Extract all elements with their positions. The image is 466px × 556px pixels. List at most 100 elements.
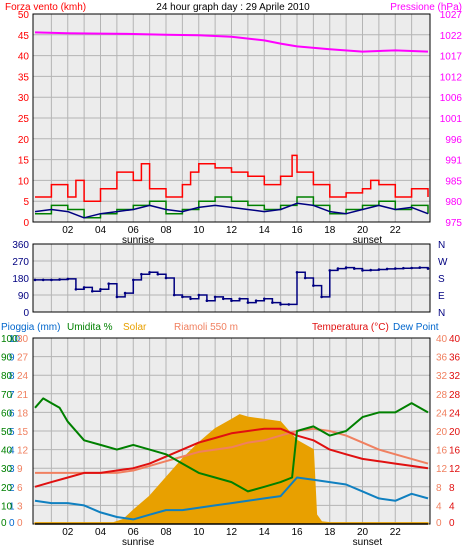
humidity-tick-label: 20 bbox=[1, 483, 13, 494]
temperature-right-tick-label: 24 bbox=[449, 408, 461, 419]
wind-direction-point bbox=[164, 276, 168, 280]
x-tick-label: 22 bbox=[390, 225, 402, 236]
riamoli-tick-label: 21 bbox=[17, 390, 29, 401]
temperature-right-tick-label: 36 bbox=[449, 353, 461, 364]
wind-direction-point bbox=[369, 268, 373, 272]
x-tick-label: 14 bbox=[259, 225, 271, 236]
wind-direction-point bbox=[361, 269, 364, 272]
wind-speed-tick-label: 20 bbox=[18, 135, 30, 146]
wind-direction-point bbox=[107, 282, 110, 286]
wind-direction-point bbox=[426, 267, 430, 270]
pressure-tick-label: 1027 bbox=[440, 10, 463, 21]
wind-direction-point bbox=[132, 278, 135, 282]
wind-direction-point bbox=[74, 288, 78, 291]
x-tick-label: 10 bbox=[193, 225, 205, 236]
x-tick-label: 02 bbox=[62, 225, 74, 236]
riamoli-tick-label: 24 bbox=[17, 371, 29, 382]
wind-direction-point bbox=[115, 295, 119, 299]
pressure-tick-label: 985 bbox=[445, 176, 462, 187]
solar-legend-label: Solar bbox=[123, 322, 147, 333]
humidity-tick-label: 50 bbox=[1, 427, 13, 438]
riamoli-series-line bbox=[34, 476, 429, 521]
humidity-tick-label: 60 bbox=[1, 408, 13, 419]
compass-tick-label: S bbox=[438, 274, 445, 285]
rain-tick-label: 8 bbox=[9, 371, 15, 382]
rain-tick-label: 1 bbox=[9, 501, 15, 512]
temperature-right-tick-label: 12 bbox=[449, 464, 461, 475]
wind-direction-point bbox=[312, 284, 315, 287]
wind-direction-point bbox=[320, 295, 323, 299]
compass-tick-label: N bbox=[438, 240, 445, 251]
wind-direction-point bbox=[385, 267, 389, 271]
riamoli-tick-label: 15 bbox=[17, 427, 29, 438]
compass-tick-label: W bbox=[438, 257, 448, 268]
x-tick-label: 02 bbox=[62, 527, 74, 538]
wind-direction-point bbox=[344, 266, 348, 269]
wind-direction-point bbox=[353, 267, 356, 270]
wind-direction-point bbox=[41, 278, 45, 282]
x-tick-label: 06 bbox=[128, 225, 140, 236]
humidity-tick-label: 10 bbox=[1, 501, 13, 512]
wind-speed-tick-label: 30 bbox=[18, 93, 30, 104]
wind-direction-point bbox=[189, 297, 192, 301]
temperature-right-tick-label: 16 bbox=[449, 446, 461, 457]
wind-direction-point bbox=[33, 278, 37, 282]
wind-speed-tick-label: 5 bbox=[23, 197, 29, 208]
pressure-tick-label: 1006 bbox=[440, 93, 463, 104]
x-tick-label: 08 bbox=[160, 527, 172, 538]
wind-speed-tick-label: 40 bbox=[18, 52, 30, 63]
temperature-left-tick-label: 0 bbox=[436, 518, 442, 529]
direction-tick-label: 180 bbox=[12, 274, 29, 285]
wind-direction-point bbox=[303, 276, 307, 280]
wind-speed-tick-label: 35 bbox=[18, 72, 30, 83]
wind-speed-tick-label: 10 bbox=[18, 176, 30, 187]
x-tick-label: 04 bbox=[95, 225, 107, 236]
temperature-left-tick-label: 24 bbox=[436, 408, 448, 419]
wind-direction-point bbox=[148, 271, 151, 274]
pressure-tick-label: 1017 bbox=[440, 52, 463, 63]
wind-direction-point bbox=[172, 293, 176, 297]
wind-direction-point bbox=[238, 297, 241, 301]
wind-direction-point bbox=[418, 266, 422, 269]
wind-direction-point bbox=[263, 297, 266, 301]
temperature-right-tick-label: 4 bbox=[449, 501, 455, 512]
temperature-right-tick-label: 32 bbox=[449, 371, 461, 382]
wind-direction-point bbox=[213, 295, 217, 299]
x-tick-label: 08 bbox=[160, 225, 172, 236]
pressure-tick-label: 991 bbox=[445, 156, 462, 167]
temperature-left-tick-label: 36 bbox=[436, 353, 448, 364]
temperature-left-tick-label: 40 bbox=[436, 334, 448, 345]
temperature-right-tick-label: 20 bbox=[449, 427, 461, 438]
compass-tick-label: E bbox=[438, 291, 445, 302]
x-tick-label: 10 bbox=[193, 527, 205, 538]
wind-speed-tick-label: 45 bbox=[18, 31, 30, 42]
x-tick-label: 18 bbox=[324, 225, 336, 236]
wind-direction-point bbox=[410, 266, 413, 270]
wind-gust-series-line bbox=[35, 154, 429, 202]
temperature-left-tick-label: 12 bbox=[436, 464, 448, 475]
humidity-tick-label: 30 bbox=[1, 464, 13, 475]
wind-direction-point bbox=[279, 303, 282, 306]
temperature-left-tick-label: 8 bbox=[436, 483, 442, 494]
x-tick-label: 16 bbox=[291, 527, 303, 538]
rain-axis-label: Pioggia (mm) bbox=[1, 322, 60, 333]
wind-direction-point bbox=[197, 293, 201, 297]
wind-direction-point bbox=[50, 278, 53, 282]
temperature-right-tick-label: 8 bbox=[449, 483, 455, 494]
rain-tick-label: 5 bbox=[9, 427, 15, 438]
wind-pressure-panel: 0 5 10 15 20 25 30 35 40 45 50 975 980 985 991 996 1001 1… bbox=[18, 10, 463, 246]
humidity-tick-label: 80 bbox=[1, 371, 13, 382]
riamoli-tick-label: 6 bbox=[17, 483, 23, 494]
rain-tick-label: 2 bbox=[9, 483, 15, 494]
temperature-left-tick-label: 32 bbox=[436, 371, 448, 382]
humidity-axis-label: Umidita % bbox=[67, 322, 113, 333]
wind-speed-tick-label: 50 bbox=[18, 10, 30, 21]
wind-direction-point bbox=[402, 266, 405, 270]
wind-direction-point bbox=[91, 289, 94, 293]
wind-direction-point bbox=[328, 269, 332, 272]
wind-direction-point bbox=[287, 303, 291, 306]
temperature-right-tick-label: 0 bbox=[449, 518, 455, 529]
direction-tick-label: 270 bbox=[12, 257, 29, 268]
x-tick-label: 14 bbox=[259, 527, 271, 538]
